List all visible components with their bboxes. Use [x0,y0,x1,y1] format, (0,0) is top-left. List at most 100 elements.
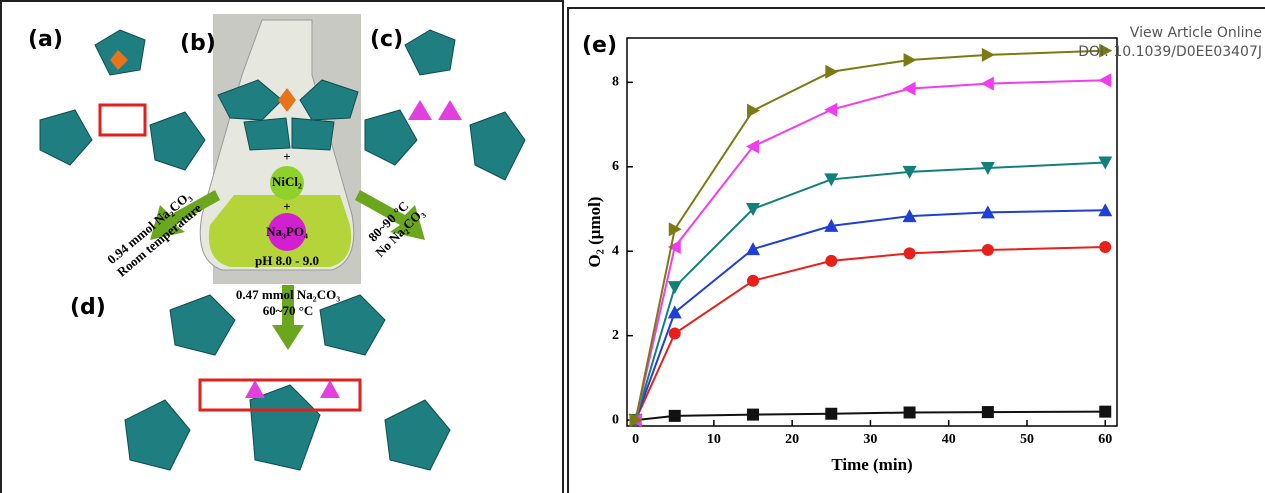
marker [903,406,916,419]
tetrahedron [245,380,265,398]
y-axis-label: O₂ (μmol) [585,197,604,268]
marker [667,239,681,254]
cluster-c [364,29,526,181]
series-line [634,79,1106,421]
y-tick-label: 4 [612,243,619,258]
polyhedron [299,79,359,121]
tetrahedron [438,100,462,120]
x-tick-label: 20 [785,432,799,447]
polyhedron [384,399,451,471]
chart: (e) Time (min) O₂ (μmol) 0 10 20 30 40 50 60 0 2… [582,33,1118,474]
marker [746,139,760,154]
panel-label: (c) [370,27,403,52]
polyhedron [217,79,283,121]
series-line [634,209,1106,421]
polyhedron [249,384,321,471]
panel-label: (b) [180,31,216,56]
marker [1098,156,1113,170]
marker [747,103,761,118]
marker [668,327,681,340]
panel-label: (d) [70,295,106,320]
cluster-a [39,29,206,171]
marker [668,409,681,422]
tetrahedron [408,100,432,120]
series-line [634,245,1106,421]
reagent: Na₃PO₄ [266,224,308,239]
p-ball [268,213,306,251]
marker [1099,405,1112,418]
plot-frame [626,37,1118,427]
marker [981,243,994,256]
series-line [634,161,1106,421]
x-tick-label: 40 [942,432,956,447]
doi: DOI: 10.1039/D0EE03407J [1078,44,1262,60]
polyhedron [169,294,236,356]
reagent: NiCl₂ [272,174,302,189]
marker [825,254,838,267]
y-tick-label: 8 [612,75,619,90]
arrow [150,190,220,240]
marker [1099,240,1112,253]
polyhedron [39,109,93,166]
polyhedron [404,29,456,76]
y-tick-label: 2 [612,328,619,343]
x-tick-label: 0 [632,432,639,447]
marker [980,76,994,91]
core [198,378,362,412]
panel-label: (e) [582,33,617,58]
panel-border [567,7,1265,493]
marker [629,413,643,428]
left-arrow-text: 0.94 mmol Na₂CO₃ Room temperature [104,188,204,279]
marker [1098,203,1113,217]
polyhedron [124,399,191,471]
series-line [634,49,1106,421]
polyhedron [319,294,386,356]
ni-ball [270,166,304,200]
x-tick-label: 60 [1098,432,1112,447]
marker [824,218,839,232]
y-tick-label: 6 [612,159,619,174]
marker [746,202,761,216]
x-tick-label: 30 [863,432,877,447]
arrow [355,190,425,240]
marker [981,47,995,62]
panel-border [0,0,564,493]
plus: + [283,199,290,214]
marker [667,305,682,319]
marker [903,247,916,260]
marker [825,64,839,79]
marker [903,52,917,67]
polyhedron [291,117,335,151]
marker [824,173,839,187]
ph: pH 8.0 - 9.0 [255,253,319,268]
center [278,88,296,112]
panel-label: (a) [28,27,63,52]
polyhedron [469,111,526,181]
marker [980,162,995,176]
x-axis-label: Time (min) [831,455,912,474]
marker [981,406,994,419]
core [98,103,147,137]
marker [824,102,838,117]
tetrahedron [320,380,340,398]
marker [1099,43,1113,58]
marker [746,242,761,256]
arrow [272,285,304,350]
polyhedron [364,109,418,166]
marker [902,165,917,179]
condition: 60~70 °C [263,303,314,318]
marker [825,407,838,420]
marker [747,408,760,421]
polyhedron [149,111,206,171]
plus: + [283,149,290,164]
scheme [39,14,526,471]
marker [667,281,682,295]
center [110,50,128,70]
cluster-d [124,294,451,471]
view-article-link[interactable]: View Article Online [1130,25,1262,41]
x-tick-label: 50 [1020,432,1034,447]
y-tick-label: 0 [612,412,619,427]
x-tick-label: 10 [707,432,721,447]
series-line [635,410,1106,422]
